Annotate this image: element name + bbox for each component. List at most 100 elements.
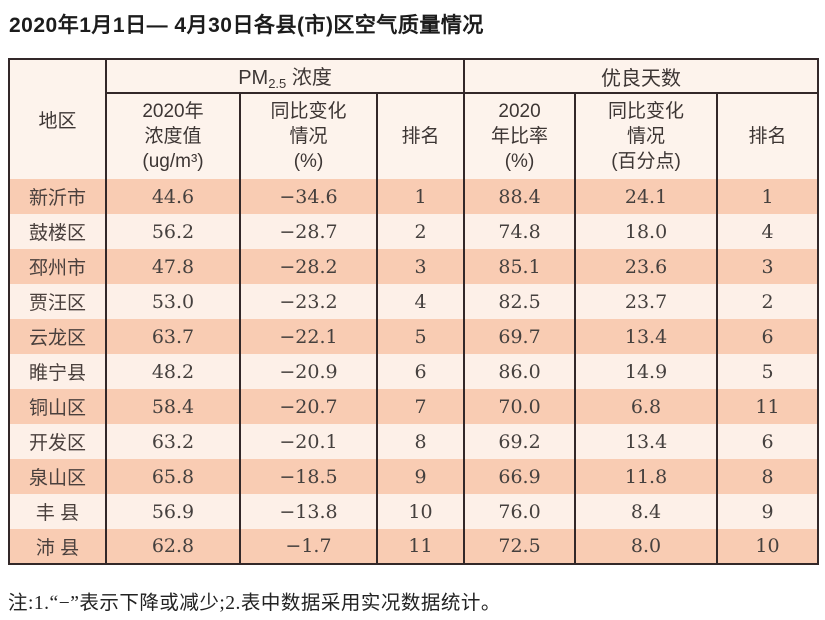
cell-pm-value: 63.7 bbox=[105, 319, 241, 354]
cell-good-rank: 6 bbox=[716, 424, 820, 459]
column-header-region: 地区 bbox=[8, 59, 107, 179]
cell-pm-rank: 6 bbox=[375, 354, 466, 389]
column-group-good-days: 优良天数 bbox=[463, 59, 820, 94]
column-header-pm-value: 2020年 浓度值 (ug/m³) bbox=[105, 93, 241, 179]
cell-pm-value: 56.9 bbox=[105, 494, 241, 529]
table-row: 贾汪区 53.0 −23.2 4 82.5 23.7 2 bbox=[8, 284, 820, 319]
table-row: 鼓楼区 56.2 −28.7 2 74.8 18.0 4 bbox=[8, 214, 820, 249]
table-header: 地区 PM2.5 浓度 优良天数 2020年 浓度值 (ug/m³) 同比变化 … bbox=[8, 59, 820, 179]
cell-good-rate: 85.1 bbox=[463, 249, 577, 284]
header-sub-row: 2020年 浓度值 (ug/m³) 同比变化 情况 (%) 排名 2020 年比… bbox=[9, 93, 820, 179]
cell-pm-change: −20.1 bbox=[239, 424, 378, 459]
cell-good-change: 11.8 bbox=[574, 459, 719, 494]
cell-good-rate: 72.5 bbox=[463, 529, 577, 564]
cell-pm-rank: 1 bbox=[375, 179, 466, 214]
cell-pm-change: −18.5 bbox=[239, 459, 378, 494]
cell-pm-value: 56.2 bbox=[105, 214, 241, 249]
cell-pm-rank: 7 bbox=[375, 389, 466, 424]
cell-good-rank: 3 bbox=[716, 249, 820, 284]
table-row: 沛 县 62.8 −1.7 11 72.5 8.0 10 bbox=[8, 529, 820, 564]
column-header-good-change: 同比变化 情况 (百分点) bbox=[574, 93, 719, 179]
cell-good-change: 14.9 bbox=[574, 354, 719, 389]
cell-good-rank: 8 bbox=[716, 459, 820, 494]
cell-pm-rank: 2 bbox=[375, 214, 466, 249]
cell-region: 沛 县 bbox=[8, 529, 107, 564]
cell-region: 邳州市 bbox=[8, 249, 107, 284]
cell-pm-change: −28.7 bbox=[239, 214, 378, 249]
page-title: 2020年1月1日— 4月30日各县(市)区空气质量情况 bbox=[9, 14, 484, 37]
cell-region: 新沂市 bbox=[8, 179, 107, 214]
cell-pm-value: 53.0 bbox=[105, 284, 241, 319]
cell-good-change: 24.1 bbox=[574, 179, 719, 214]
cell-region: 贾汪区 bbox=[8, 284, 107, 319]
cell-good-change: 13.4 bbox=[574, 319, 719, 354]
column-header-pm-change: 同比变化 情况 (%) bbox=[239, 93, 378, 179]
cell-good-rate: 86.0 bbox=[463, 354, 577, 389]
table-row: 邳州市 47.8 −28.2 3 85.1 23.6 3 bbox=[8, 249, 820, 284]
cell-region: 铜山区 bbox=[8, 389, 107, 424]
cell-region: 开发区 bbox=[8, 424, 107, 459]
cell-good-change: 13.4 bbox=[574, 424, 719, 459]
cell-good-rank: 2 bbox=[716, 284, 820, 319]
pm25-label-subscript: 2.5 bbox=[268, 76, 287, 91]
cell-pm-rank: 5 bbox=[375, 319, 466, 354]
footnote: 注:1.“−”表示下降或减少;2.表中数据采用实况数据统计。 bbox=[8, 593, 501, 614]
cell-good-rank: 5 bbox=[716, 354, 820, 389]
cell-good-rate: 76.0 bbox=[463, 494, 577, 529]
cell-region: 泉山区 bbox=[8, 459, 107, 494]
cell-good-rate: 74.8 bbox=[463, 214, 577, 249]
cell-pm-value: 48.2 bbox=[105, 354, 241, 389]
cell-good-rank: 9 bbox=[716, 494, 820, 529]
air-quality-table: 地区 PM2.5 浓度 优良天数 2020年 浓度值 (ug/m³) 同比变化 … bbox=[8, 58, 820, 565]
pm25-label-tail: 浓度 bbox=[286, 67, 332, 89]
cell-good-rate: 82.5 bbox=[463, 284, 577, 319]
cell-good-rank: 1 bbox=[716, 179, 820, 214]
table-body: 新沂市 44.6 −34.6 1 88.4 24.1 1 鼓楼区 56.2 −28.7 2 74.8 1… bbox=[8, 179, 820, 564]
cell-pm-change: −22.1 bbox=[239, 319, 378, 354]
cell-pm-rank: 9 bbox=[375, 459, 466, 494]
cell-pm-value: 65.8 bbox=[105, 459, 241, 494]
column-header-good-rank: 排名 bbox=[716, 93, 820, 179]
cell-good-rate: 69.2 bbox=[463, 424, 577, 459]
table-row: 铜山区 58.4 −20.7 7 70.0 6.8 11 bbox=[8, 389, 820, 424]
cell-pm-value: 58.4 bbox=[105, 389, 241, 424]
cell-good-change: 18.0 bbox=[574, 214, 719, 249]
table-row: 开发区 63.2 −20.1 8 69.2 13.4 6 bbox=[8, 424, 820, 459]
cell-good-rank: 4 bbox=[716, 214, 820, 249]
table-row: 泉山区 65.8 −18.5 9 66.9 11.8 8 bbox=[8, 459, 820, 494]
cell-region: 丰 县 bbox=[8, 494, 107, 529]
cell-pm-value: 63.2 bbox=[105, 424, 241, 459]
cell-pm-rank: 3 bbox=[375, 249, 466, 284]
cell-pm-value: 44.6 bbox=[105, 179, 241, 214]
cell-good-rank: 10 bbox=[716, 529, 820, 564]
table-row: 睢宁县 48.2 −20.9 6 86.0 14.9 5 bbox=[8, 354, 820, 389]
cell-pm-rank: 11 bbox=[375, 529, 466, 564]
cell-pm-change: −20.9 bbox=[239, 354, 378, 389]
table-row: 云龙区 63.7 −22.1 5 69.7 13.4 6 bbox=[8, 319, 820, 354]
table-row: 新沂市 44.6 −34.6 1 88.4 24.1 1 bbox=[8, 179, 820, 214]
column-header-good-rate: 2020 年比率 (%) bbox=[463, 93, 577, 179]
cell-good-change: 8.0 bbox=[574, 529, 719, 564]
pm25-label-prefix: PM bbox=[238, 67, 269, 89]
cell-region: 云龙区 bbox=[8, 319, 107, 354]
cell-good-rank: 6 bbox=[716, 319, 820, 354]
cell-good-rate: 88.4 bbox=[463, 179, 577, 214]
cell-pm-change: −28.2 bbox=[239, 249, 378, 284]
column-header-pm-rank: 排名 bbox=[375, 93, 466, 179]
cell-pm-value: 47.8 bbox=[105, 249, 241, 284]
cell-good-change: 8.4 bbox=[574, 494, 719, 529]
table-row: 丰 县 56.9 −13.8 10 76.0 8.4 9 bbox=[8, 494, 820, 529]
cell-pm-rank: 10 bbox=[375, 494, 466, 529]
header-group-row: 地区 PM2.5 浓度 优良天数 bbox=[8, 59, 820, 179]
cell-region: 睢宁县 bbox=[8, 354, 107, 389]
cell-region: 鼓楼区 bbox=[8, 214, 107, 249]
cell-pm-change: −20.7 bbox=[239, 389, 378, 424]
cell-good-rank: 11 bbox=[716, 389, 820, 424]
cell-pm-change: −13.8 bbox=[239, 494, 378, 529]
cell-good-rate: 69.7 bbox=[463, 319, 577, 354]
cell-pm-change: −1.7 bbox=[239, 529, 378, 564]
cell-pm-change: −34.6 bbox=[239, 179, 378, 214]
cell-good-rate: 70.0 bbox=[463, 389, 577, 424]
cell-good-change: 23.6 bbox=[574, 249, 719, 284]
cell-pm-value: 62.8 bbox=[105, 529, 241, 564]
